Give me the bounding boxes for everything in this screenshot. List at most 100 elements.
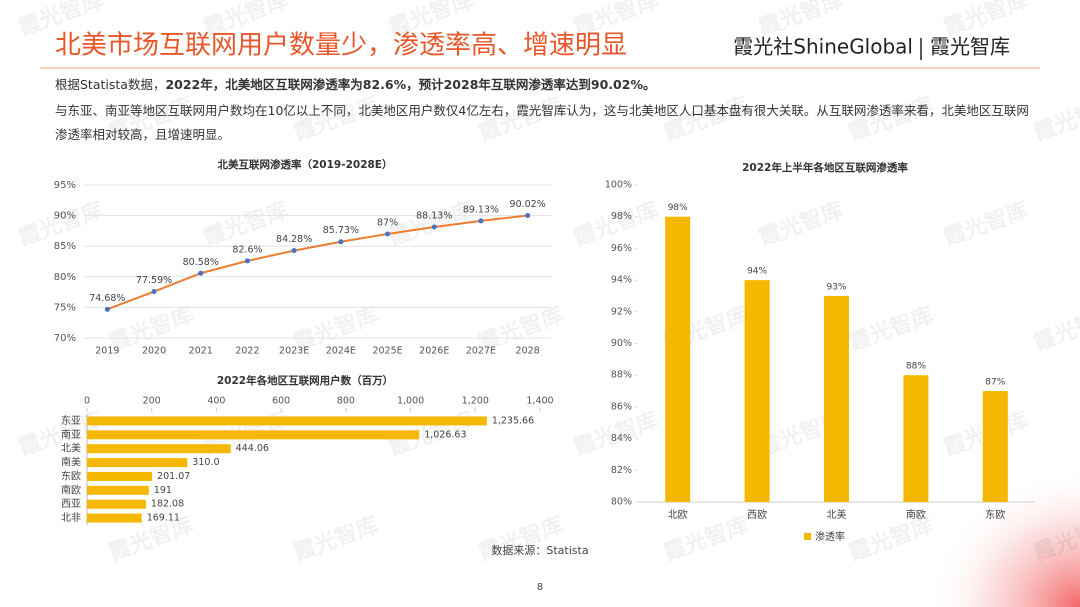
y-tick-label: 94% <box>611 275 632 286</box>
paragraph: 根据Statista数据，2022年，北美地区互联网渗透率为82.6%，预计20… <box>55 73 655 97</box>
data-label: 84.28% <box>276 234 312 245</box>
y-tick-label: 98% <box>611 211 632 222</box>
watermark: 霞光智库 <box>1030 302 1080 357</box>
y-tick-label: 南美 <box>61 456 81 469</box>
y-tick-label: 90% <box>54 211 76 222</box>
data-label: 82.6% <box>232 244 262 255</box>
chart-title: 2022年各地区互联网用户数（百万） <box>217 374 393 387</box>
watermark: 霞光智库 <box>290 512 382 567</box>
y-tick-label: 70% <box>54 333 76 344</box>
point <box>104 306 110 312</box>
data-label: 94% <box>747 267 767 277</box>
point <box>291 248 297 254</box>
x-tick-label: 1,000 <box>397 396 424 407</box>
point <box>244 258 250 264</box>
point <box>198 270 204 276</box>
data-label: 74.68% <box>89 293 125 304</box>
data-label: 80.58% <box>183 257 219 268</box>
y-tick-label: 北美 <box>61 442 81 455</box>
y-tick-label: 95% <box>54 180 76 191</box>
y-tick-label: 100% <box>605 180 632 191</box>
x-tick-label: 2020 <box>142 346 166 357</box>
y-tick-label: 80% <box>611 497 632 508</box>
bar <box>87 430 420 440</box>
bar <box>87 416 487 426</box>
bar <box>87 458 188 468</box>
y-tick-label: 82% <box>611 465 632 476</box>
data-label: 77.59% <box>136 275 172 286</box>
data-label: 191 <box>154 485 172 496</box>
chart-title: 北美互联网渗透率（2019-2028E） <box>218 158 393 171</box>
watermark: 霞光智库 <box>940 197 1032 252</box>
bar <box>87 513 142 523</box>
data-label: 89.13% <box>463 204 499 215</box>
y-tick-label: 东欧 <box>61 469 81 482</box>
y-tick-label: 75% <box>54 302 76 313</box>
data-label: 1,235.66 <box>492 415 534 426</box>
bold-text: 2022年，北美地区互联网渗透率为82.6%，预计2028年互联网渗透率达到90… <box>165 77 656 92</box>
point <box>385 231 391 237</box>
bar <box>744 280 770 502</box>
data-label: 201.07 <box>157 471 190 482</box>
bar <box>982 391 1008 502</box>
watermark: 霞光智库 <box>1030 92 1080 147</box>
x-tick-label: 西欧 <box>747 509 767 521</box>
y-tick-label: 北非 <box>61 512 81 524</box>
text: 根据Statista数据， <box>55 77 166 92</box>
y-tick-label: 96% <box>611 243 632 254</box>
x-tick-label: 2027E <box>466 346 496 357</box>
data-label: 310.0 <box>192 457 219 468</box>
legend-label: 渗透率 <box>815 530 845 543</box>
x-tick-label: 2024E <box>326 346 356 357</box>
y-tick-label: 88% <box>611 370 632 381</box>
watermark: 霞光智库 <box>755 197 847 252</box>
x-tick-label: 东欧 <box>985 508 1005 521</box>
y-tick-label: 南亚 <box>61 428 81 441</box>
y-tick-label: 80% <box>54 272 76 283</box>
data-label: 93% <box>826 282 846 292</box>
y-tick-label: 85% <box>54 241 76 252</box>
source: 数据来源：Statista <box>491 543 588 557</box>
paragraph: 与东亚、南亚等地区互联网用户数均在10亿以上不同，北美地区用户数仅4亿左右，霞光… <box>55 103 1029 142</box>
data-label: 98% <box>668 203 688 213</box>
line <box>106 214 528 311</box>
x-tick-label: 2019 <box>95 346 119 357</box>
point <box>338 239 344 245</box>
y-tick-label: 90% <box>611 338 632 349</box>
data-label: 85.73% <box>323 225 359 236</box>
x-tick-label: 南欧 <box>906 508 926 521</box>
data-label: 90.02% <box>510 199 546 210</box>
bar <box>903 375 929 502</box>
legend-swatch <box>804 533 811 540</box>
data-label: 88.13% <box>416 211 452 222</box>
bar <box>824 295 849 502</box>
data-label: 88% <box>906 362 926 372</box>
slide-title: 北美市场互联网用户数量少，渗透率高、增速明显 <box>55 31 627 61</box>
bar <box>87 471 153 481</box>
x-tick-label: 800 <box>337 396 355 407</box>
bar <box>665 216 691 502</box>
point <box>431 224 437 230</box>
data-label: 169.11 <box>147 513 180 524</box>
data-label: 87% <box>985 378 1005 388</box>
x-tick-label: 北欧 <box>668 509 688 521</box>
data-label: 87% <box>377 217 398 228</box>
bar <box>87 485 149 495</box>
point <box>525 212 531 218</box>
data-label: 1,026.63 <box>424 429 466 440</box>
y-tick-label: 84% <box>611 433 632 444</box>
watermark: 霞光智库 <box>845 302 937 357</box>
x-tick-label: 400 <box>207 396 225 407</box>
x-tick-label: 2022 <box>235 346 259 357</box>
bar <box>87 499 146 509</box>
data-label: 444.06 <box>236 443 269 454</box>
x-tick-label: 2028 <box>516 346 540 357</box>
y-tick-label: 东亚 <box>61 414 81 427</box>
y-tick-label: 92% <box>611 306 632 317</box>
point <box>151 289 157 295</box>
x-tick-label: 2021 <box>189 346 213 357</box>
y-tick-label: 南欧 <box>61 483 81 496</box>
x-tick-label: 0 <box>84 396 90 407</box>
x-tick-label: 北美 <box>827 508 847 521</box>
